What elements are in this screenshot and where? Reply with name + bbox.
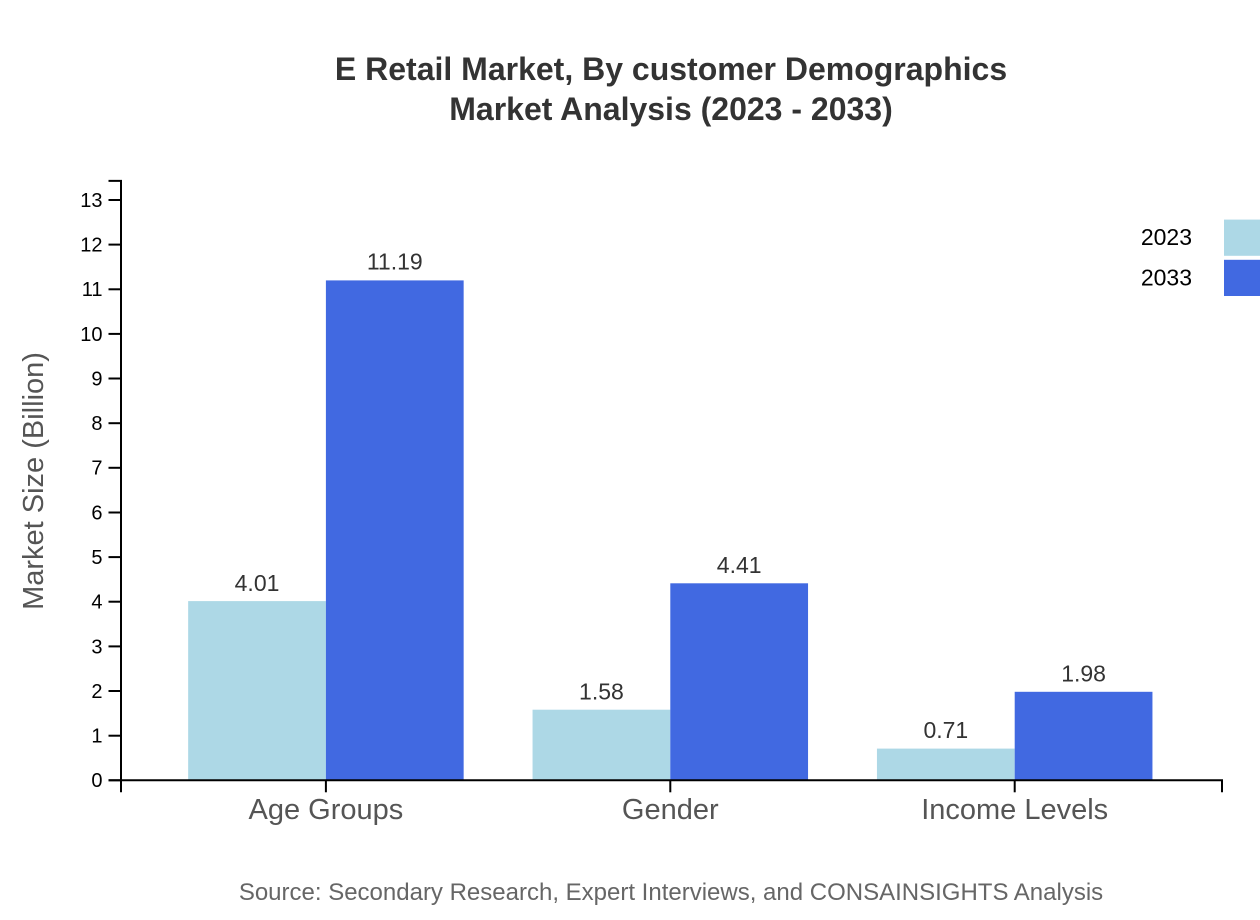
- svg-text:7: 7: [91, 458, 102, 480]
- svg-text:E Retail Market, By customer D: E Retail Market, By customer Demographic…: [335, 51, 1007, 87]
- svg-text:12: 12: [80, 235, 102, 257]
- svg-text:Income Levels: Income Levels: [921, 794, 1108, 826]
- svg-text:6: 6: [91, 502, 102, 524]
- svg-text:Gender: Gender: [622, 794, 719, 826]
- svg-text:2023: 2023: [1141, 224, 1192, 250]
- svg-text:11: 11: [82, 279, 103, 301]
- svg-text:4.41: 4.41: [717, 552, 762, 578]
- svg-text:4.01: 4.01: [235, 570, 280, 596]
- svg-text:2033: 2033: [1141, 264, 1192, 290]
- svg-text:13: 13: [80, 190, 102, 212]
- svg-text:Market Size (Billion): Market Size (Billion): [18, 352, 50, 610]
- svg-text:3: 3: [91, 636, 102, 658]
- svg-text:Source: Secondary Research, Ex: Source: Secondary Research, Expert Inter…: [239, 879, 1103, 906]
- svg-text:Market Analysis (2023 - 2033): Market Analysis (2023 - 2033): [449, 91, 893, 127]
- svg-text:1: 1: [91, 726, 102, 748]
- svg-text:1.98: 1.98: [1061, 660, 1106, 686]
- svg-text:11.19: 11.19: [367, 249, 423, 275]
- svg-text:2: 2: [91, 681, 102, 703]
- svg-text:0.71: 0.71: [923, 717, 968, 743]
- svg-text:Age Groups: Age Groups: [249, 794, 404, 826]
- svg-text:1.58: 1.58: [579, 679, 624, 705]
- svg-text:8: 8: [91, 413, 102, 435]
- svg-text:4: 4: [91, 592, 102, 614]
- svg-text:5: 5: [91, 547, 102, 569]
- svg-text:0: 0: [91, 770, 102, 792]
- svg-text:9: 9: [91, 368, 102, 390]
- svg-text:10: 10: [80, 324, 102, 346]
